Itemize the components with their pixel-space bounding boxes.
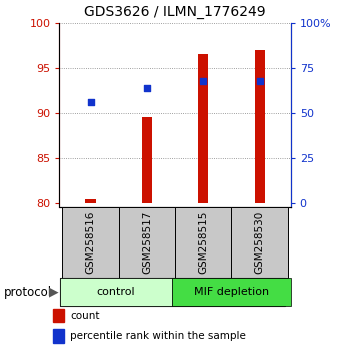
Text: protocol: protocol — [3, 286, 52, 298]
Bar — [119, 207, 175, 278]
Bar — [175, 207, 232, 278]
Bar — [53, 329, 64, 343]
Text: percentile rank within the sample: percentile rank within the sample — [70, 331, 246, 341]
Text: ▶: ▶ — [49, 286, 59, 298]
Text: count: count — [70, 310, 100, 321]
Bar — [59, 278, 172, 306]
Text: control: control — [97, 287, 135, 297]
Text: GSM258530: GSM258530 — [255, 211, 265, 274]
Bar — [85, 199, 96, 202]
Point — [88, 99, 93, 105]
Point — [201, 79, 206, 84]
Point — [257, 79, 262, 84]
Text: GSM258516: GSM258516 — [86, 211, 96, 274]
Bar — [53, 309, 64, 322]
Text: MIF depletion: MIF depletion — [194, 287, 269, 297]
Text: GSM258517: GSM258517 — [142, 211, 152, 274]
Bar — [232, 207, 288, 278]
Bar — [255, 50, 265, 202]
Bar — [198, 55, 208, 202]
Bar — [172, 278, 291, 306]
Bar — [62, 207, 119, 278]
Point — [144, 85, 150, 91]
Text: GSM258515: GSM258515 — [198, 211, 208, 274]
Bar — [142, 117, 152, 202]
Title: GDS3626 / ILMN_1776249: GDS3626 / ILMN_1776249 — [84, 5, 266, 19]
